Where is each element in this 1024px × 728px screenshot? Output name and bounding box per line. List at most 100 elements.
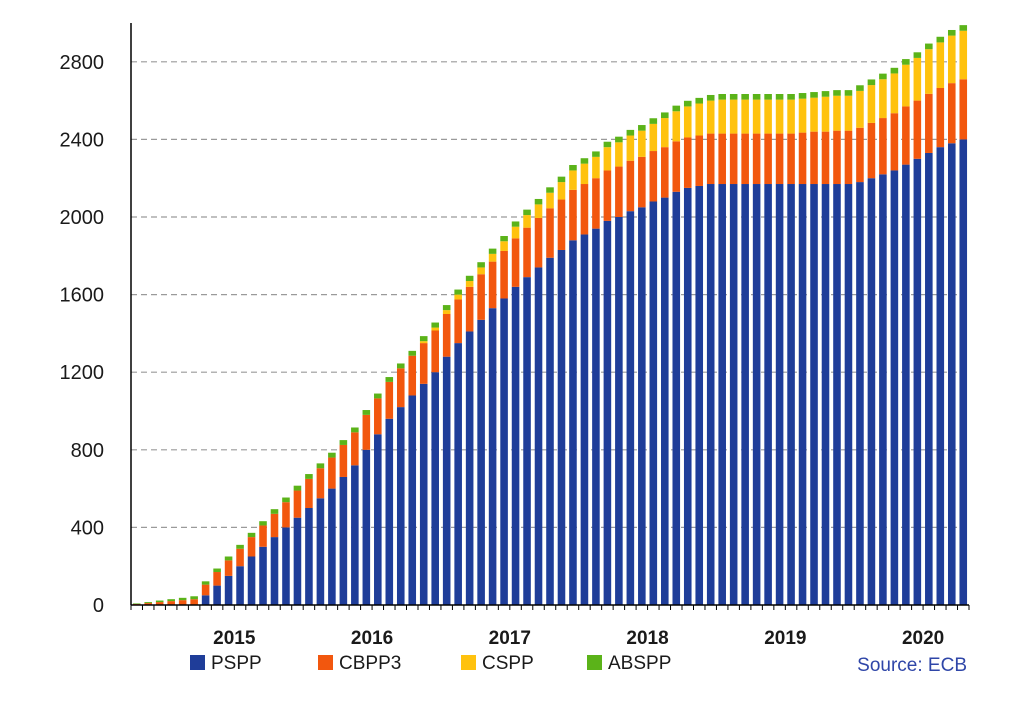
bar-segment-cbpp3 [764, 133, 772, 185]
bar-segment-cbpp3 [534, 217, 543, 268]
bar-segment-abspp [810, 92, 818, 98]
bar-segment-cbpp3 [362, 414, 371, 450]
bar-segment-cspp [913, 57, 922, 101]
bar-segment-abspp [603, 141, 612, 148]
bar-segment-cbpp3 [305, 478, 313, 508]
x-tick-label: 2015 [213, 628, 256, 649]
bar-segment-cbpp3 [385, 381, 394, 419]
bar-segment-pspp [890, 170, 899, 605]
bar-segment-abspp [569, 165, 577, 171]
bar-segment-pspp [752, 184, 761, 605]
bar-segment-cbpp3 [374, 398, 382, 435]
bar-segment-abspp [741, 94, 749, 100]
bar-segment-abspp [626, 129, 635, 136]
bar-segment-abspp [649, 118, 658, 124]
bar-segment-abspp [615, 136, 623, 143]
legend-label-cspp: CSPP [482, 653, 534, 674]
x-tick-label: 2018 [626, 628, 668, 649]
legend-label-pspp: PSPP [211, 653, 262, 674]
bar-segment-pspp [236, 566, 244, 605]
bar-segment-cbpp3 [465, 286, 474, 332]
bar-segment-cspp [718, 99, 726, 134]
bar-segment-cbpp3 [810, 131, 818, 185]
legend-swatch-cspp [461, 655, 476, 670]
bar-segment-cspp [511, 226, 520, 239]
bar-segment-pspp [764, 184, 772, 605]
bar-segment-abspp [293, 485, 302, 491]
bar-segment-cbpp3 [396, 368, 405, 408]
bar-segment-abspp [534, 198, 543, 205]
bar-segment-abspp [511, 221, 520, 227]
bar-segment-cbpp3 [270, 513, 279, 538]
x-tick-label: 2020 [902, 628, 944, 649]
bar-segment-cspp [672, 111, 681, 142]
bar-segment-cspp [947, 35, 956, 84]
bar-segment-abspp [167, 599, 175, 602]
bar-segment-abspp [385, 377, 394, 382]
bar-segment-abspp [454, 289, 462, 295]
bar-segment-abspp [833, 90, 841, 96]
bar-segment-cbpp3 [856, 127, 864, 183]
bar-segment-cbpp3 [408, 355, 417, 396]
bar-segment-cspp [959, 30, 968, 80]
bar-segment-cspp [557, 182, 566, 200]
bar-segment-pspp [546, 257, 554, 605]
bar-segment-abspp [477, 262, 485, 268]
bar-segment-pspp [305, 508, 313, 605]
bar-segment-cbpp3 [661, 147, 669, 198]
bar-segment-abspp [729, 94, 738, 100]
bar-segment-cbpp3 [683, 137, 692, 188]
bar-segment-pspp [293, 517, 302, 605]
bar-segment-cbpp3 [913, 100, 922, 159]
bar-segment-cbpp3 [454, 299, 462, 344]
bar-segment-cbpp3 [339, 444, 348, 477]
bar-segment-cspp [649, 123, 658, 152]
bar-segment-abspp [661, 112, 669, 119]
bar-segment-cspp [879, 79, 887, 119]
bar-segment-pspp [615, 217, 623, 605]
bar-segment-pspp [500, 298, 508, 605]
bar-segment-pspp [569, 240, 577, 605]
bar-segment-cspp [419, 341, 428, 344]
bar-segment-cspp [936, 42, 945, 88]
bar-segment-cspp [580, 163, 589, 185]
bar-segment-cspp [683, 106, 692, 138]
bar-segment-pspp [798, 184, 807, 605]
bar-segment-cspp [546, 192, 554, 209]
bar-segment-pspp [511, 286, 520, 605]
bar-segment-pspp [706, 184, 715, 605]
y-tick-label: 2400 [60, 129, 105, 151]
bar-segment-cbpp3 [580, 184, 589, 235]
bar-segment-abspp [201, 581, 210, 585]
bar-segment-pspp [328, 488, 336, 605]
bar-segment-cspp [603, 147, 612, 171]
y-tick-label: 1200 [60, 362, 105, 384]
x-tick-label: 2017 [489, 628, 531, 649]
bar-segment-abspp [925, 43, 933, 50]
bar-segment-abspp [592, 151, 600, 157]
bar-segment-abspp [706, 94, 715, 101]
bar-segment-pspp [741, 184, 749, 605]
bar-segment-cspp [500, 241, 508, 251]
bar-segment-pspp [247, 556, 256, 605]
legend-swatch-cbpp3 [318, 655, 333, 670]
bar-segment-abspp [270, 509, 279, 514]
bar-segment-cbpp3 [167, 601, 175, 605]
bar-segment-abspp [488, 248, 497, 254]
bar-segment-cspp [431, 327, 439, 331]
y-tick-label: 800 [71, 440, 104, 462]
bar-segment-pspp [638, 207, 646, 606]
bar-segment-cbpp3 [592, 178, 600, 229]
bar-segment-abspp [178, 597, 187, 601]
bar-segment-cbpp3 [649, 151, 658, 202]
bar-segment-cbpp3 [672, 141, 681, 192]
bar-segment-cspp [488, 253, 497, 262]
bar-segment-abspp [236, 544, 244, 549]
bar-segment-pspp [592, 228, 600, 605]
bar-segment-abspp [902, 59, 910, 65]
bar-segment-abspp [775, 94, 784, 100]
bar-segment-pspp [959, 139, 968, 605]
bar-segment-abspp [638, 125, 646, 131]
bar-segment-cbpp3 [201, 584, 210, 596]
